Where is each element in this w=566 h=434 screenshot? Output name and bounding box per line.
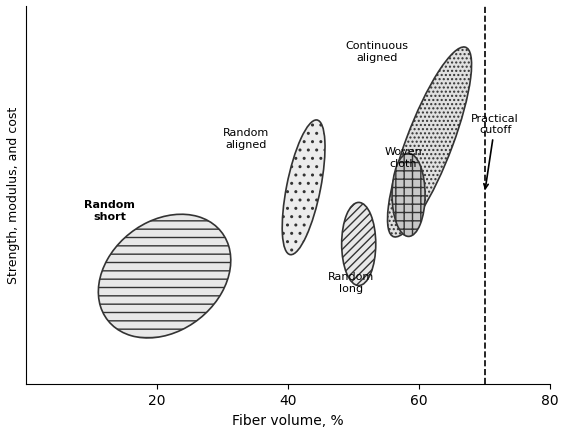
Ellipse shape [342,203,376,286]
Text: Random
short: Random short [84,200,135,221]
Text: Practical
cutoff: Practical cutoff [471,114,519,189]
Ellipse shape [392,154,425,237]
X-axis label: Fiber volume, %: Fiber volume, % [232,413,344,427]
Text: Random
aligned: Random aligned [223,128,269,150]
Text: Woven
cloth: Woven cloth [384,147,422,168]
Y-axis label: Strength, modulus, and cost: Strength, modulus, and cost [7,107,20,284]
Text: Continuous
aligned: Continuous aligned [346,41,409,63]
Ellipse shape [282,121,325,255]
Ellipse shape [388,48,471,237]
Ellipse shape [98,215,231,338]
Text: Random
long: Random long [328,271,374,293]
